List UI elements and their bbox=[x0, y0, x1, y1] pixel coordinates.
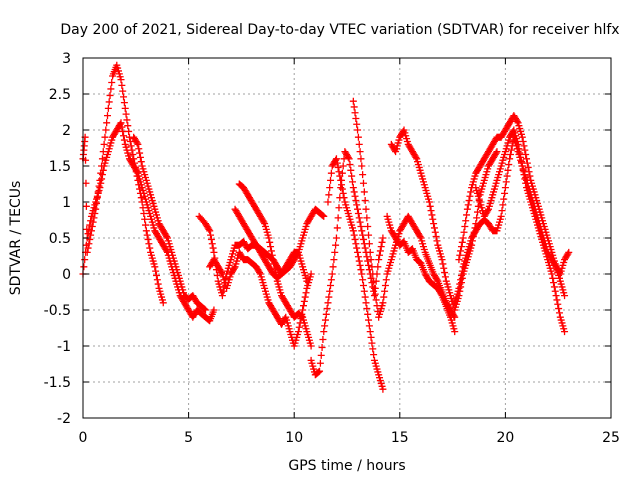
y-axis-label: SDTVAR / TECUs bbox=[8, 181, 24, 296]
y-tick-label: 0 bbox=[62, 267, 71, 283]
chart-canvas: 0 5 10 15 20 25 -2 -1.5 -1 -0.5 0 0.5 1 1.5 2 2.5 3 Day … bbox=[0, 0, 640, 480]
y-tick-label: 1 bbox=[62, 195, 71, 211]
y-tick-label: 2 bbox=[62, 123, 71, 139]
x-tick-label: 5 bbox=[184, 430, 193, 446]
y-tick-label: 3 bbox=[62, 51, 71, 67]
y-tick-label: 2.5 bbox=[49, 87, 71, 103]
y-tick-label: -1 bbox=[57, 339, 71, 355]
x-tick-label: 0 bbox=[79, 430, 88, 446]
y-tick-label: -2 bbox=[57, 411, 71, 427]
x-tick-label: 10 bbox=[285, 430, 303, 446]
x-tick-label: 15 bbox=[391, 430, 409, 446]
sdtvar-chart: 0 5 10 15 20 25 -2 -1.5 -1 -0.5 0 0.5 1 1.5 2 2.5 3 Day … bbox=[0, 0, 640, 480]
y-tick-label: 1.5 bbox=[49, 159, 71, 175]
x-axis-label: GPS time / hours bbox=[288, 458, 405, 474]
y-tick-label: 0.5 bbox=[49, 231, 71, 247]
y-tick-label: -1.5 bbox=[44, 375, 71, 391]
y-tick-label: -0.5 bbox=[44, 303, 71, 319]
x-tick-label: 20 bbox=[496, 430, 514, 446]
chart-title: Day 200 of 2021, Sidereal Day-to-day VTE… bbox=[60, 22, 619, 38]
x-tick-label: 25 bbox=[602, 430, 620, 446]
